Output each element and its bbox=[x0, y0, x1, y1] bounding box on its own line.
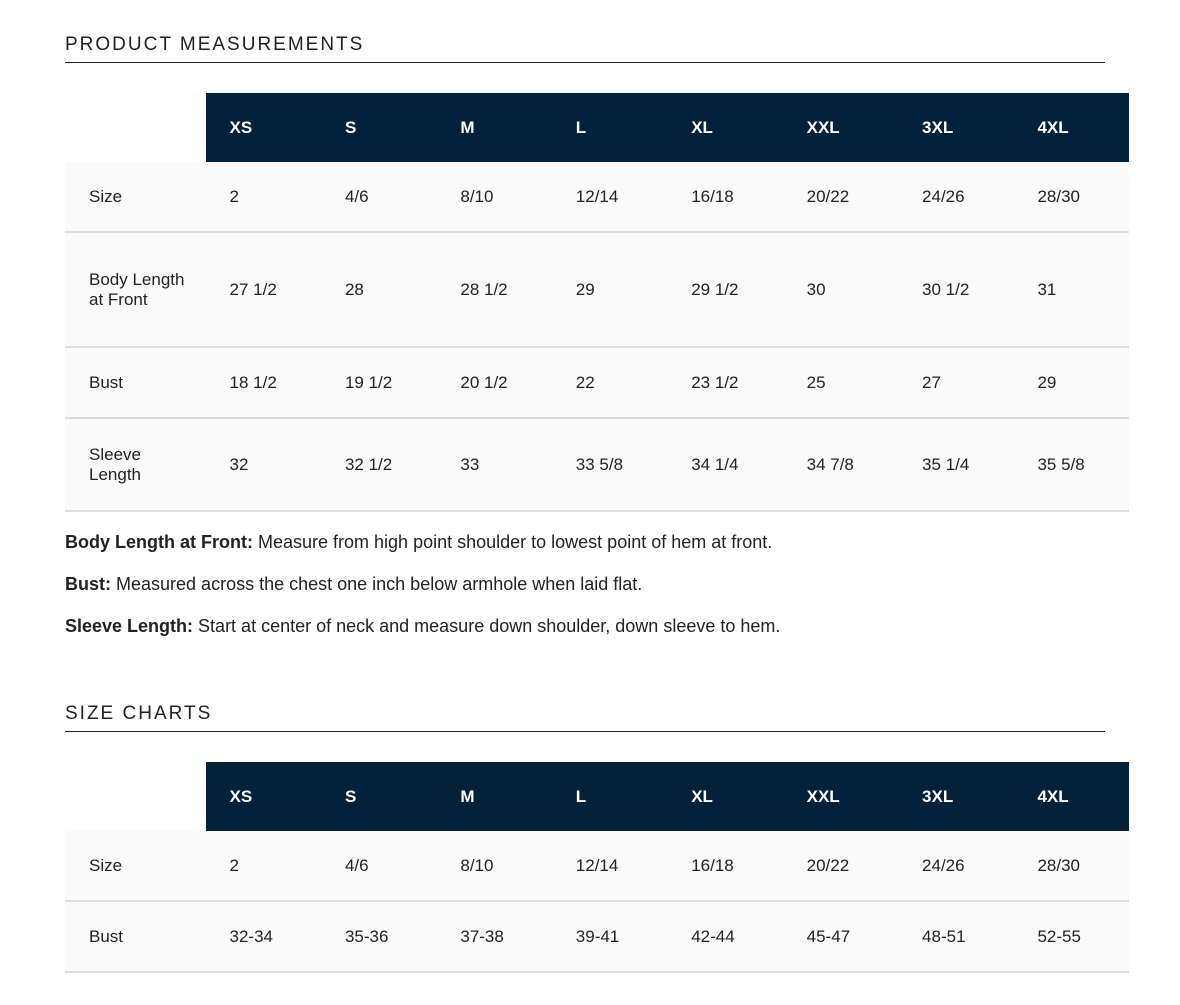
table-row: Sleeve Length 32 32 1/2 33 33 5/8 34 1/4 34 7/… bbox=[65, 418, 1129, 512]
note: Sleeve Length: Start at center of neck a… bbox=[65, 616, 1129, 637]
size-table: XS S M L XL XXL 3XL 4XL Size 2 4/6 8/10 12/14 16/18 20… bbox=[65, 762, 1129, 973]
cell: 20/22 bbox=[782, 162, 899, 233]
cell: 2 bbox=[205, 831, 321, 902]
size-header: M bbox=[436, 93, 552, 162]
note-term: Body Length at Front: bbox=[65, 532, 253, 552]
row-label: Body Length at Front bbox=[65, 232, 206, 348]
cell: 39-41 bbox=[551, 901, 668, 973]
section-title: PRODUCT MEASUREMENTS bbox=[65, 34, 1105, 63]
table-row: Bust 18 1/2 19 1/2 20 1/2 22 23 1/2 25 27 29 bbox=[65, 347, 1129, 419]
size-header: S bbox=[320, 93, 437, 162]
cell: 32 1/2 bbox=[320, 418, 437, 512]
table-row: Body Length at Front 27 1/2 28 28 1/2 29 29 1… bbox=[65, 232, 1129, 348]
cell: 45-47 bbox=[782, 901, 899, 973]
cell: 35-36 bbox=[320, 901, 437, 973]
cell: 32-34 bbox=[205, 901, 321, 973]
size-header: L bbox=[551, 762, 668, 831]
size-header: 4XL bbox=[1013, 93, 1129, 162]
note-text: Start at center of neck and measure down… bbox=[198, 616, 781, 636]
row-label: Bust bbox=[65, 901, 206, 973]
size-header: L bbox=[551, 93, 668, 162]
cell: 52-55 bbox=[1013, 901, 1129, 973]
cell: 24/26 bbox=[898, 831, 1014, 902]
cell: 28/30 bbox=[1013, 162, 1129, 233]
blank-cell bbox=[65, 762, 206, 831]
row-label: Size bbox=[65, 162, 206, 233]
note: Bust: Measured across the chest one inch… bbox=[65, 574, 1129, 595]
row-label: Size bbox=[65, 831, 206, 902]
cell: 8/10 bbox=[436, 162, 552, 233]
cell: 37-38 bbox=[436, 901, 552, 973]
note-term: Bust: bbox=[65, 574, 111, 594]
cell: 48-51 bbox=[898, 901, 1014, 973]
size-header: 3XL bbox=[898, 93, 1014, 162]
cell: 8/10 bbox=[436, 831, 552, 902]
cell: 22 bbox=[551, 347, 668, 419]
cell: 20 1/2 bbox=[436, 347, 552, 419]
blank-cell bbox=[65, 93, 206, 162]
table-row: Size 2 4/6 8/10 12/14 16/18 20/22 24/26 28/30 bbox=[65, 162, 1129, 233]
cell: 29 bbox=[1013, 347, 1129, 419]
size-header: M bbox=[436, 762, 552, 831]
size-header: 3XL bbox=[898, 762, 1014, 831]
cell: 29 1/2 bbox=[667, 232, 783, 348]
header-row: XS S M L XL XXL 3XL 4XL bbox=[65, 762, 1129, 831]
cell: 2 bbox=[205, 162, 321, 233]
note-term: Sleeve Length: bbox=[65, 616, 194, 636]
row-label: Sleeve Length bbox=[65, 418, 206, 512]
cell: 27 bbox=[898, 347, 1014, 419]
size-header: 4XL bbox=[1013, 762, 1129, 831]
cell: 18 1/2 bbox=[205, 347, 321, 419]
cell: 12/14 bbox=[551, 831, 668, 902]
note-text: Measure from high point shoulder to lowe… bbox=[258, 532, 773, 552]
cell: 30 1/2 bbox=[898, 232, 1014, 348]
cell: 23 1/2 bbox=[667, 347, 783, 419]
cell: 25 bbox=[782, 347, 899, 419]
cell: 34 1/4 bbox=[667, 418, 783, 512]
header-row: XS S M L XL XXL 3XL 4XL bbox=[65, 93, 1129, 162]
cell: 28 1/2 bbox=[436, 232, 552, 348]
cell: 20/22 bbox=[782, 831, 899, 902]
cell: 30 bbox=[782, 232, 899, 348]
note: Body Length at Front: Measure from high … bbox=[65, 532, 1129, 553]
cell: 12/14 bbox=[551, 162, 668, 233]
cell: 33 5/8 bbox=[551, 418, 668, 512]
cell: 4/6 bbox=[320, 162, 437, 233]
size-header: S bbox=[320, 762, 437, 831]
size-header: XL bbox=[667, 93, 783, 162]
cell: 31 bbox=[1013, 232, 1129, 348]
size-table: XS S M L XL XXL 3XL 4XL Size 2 4/6 8/10 12/14 16/18 20… bbox=[65, 93, 1129, 512]
cell: 34 7/8 bbox=[782, 418, 899, 512]
size-header: XXL bbox=[782, 762, 899, 831]
measurements-section: PRODUCT MEASUREMENTS XS S M L XL XXL 3XL 4XL Size… bbox=[65, 34, 1129, 658]
size-header: XS bbox=[205, 762, 321, 831]
cell: 16/18 bbox=[667, 831, 783, 902]
notes: Body Length at Front: Measure from high … bbox=[65, 532, 1129, 637]
size-header: XXL bbox=[782, 93, 899, 162]
cell: 4/6 bbox=[320, 831, 437, 902]
cell: 32 bbox=[205, 418, 321, 512]
cell: 33 bbox=[436, 418, 552, 512]
cell: 29 bbox=[551, 232, 668, 348]
table-row: Bust 32-34 35-36 37-38 39-41 42-44 45-47 48-51 5… bbox=[65, 901, 1129, 973]
cell: 28/30 bbox=[1013, 831, 1129, 902]
size-header: XL bbox=[667, 762, 783, 831]
size-header: XS bbox=[205, 93, 321, 162]
section-title: SIZE CHARTS bbox=[65, 703, 1105, 732]
cell: 24/26 bbox=[898, 162, 1014, 233]
cell: 42-44 bbox=[667, 901, 783, 973]
table-row: Size 2 4/6 8/10 12/14 16/18 20/22 24/26 28/30 bbox=[65, 831, 1129, 902]
cell: 19 1/2 bbox=[320, 347, 437, 419]
cell: 16/18 bbox=[667, 162, 783, 233]
cell: 27 1/2 bbox=[205, 232, 321, 348]
size-charts-section: SIZE CHARTS XS S M L XL XXL 3XL 4XL Size 2 4/6 8/10 1… bbox=[65, 703, 1129, 973]
cell: 35 1/4 bbox=[898, 418, 1014, 512]
cell: 35 5/8 bbox=[1013, 418, 1129, 512]
row-label: Bust bbox=[65, 347, 206, 419]
cell: 28 bbox=[320, 232, 437, 348]
note-text: Measured across the chest one inch below… bbox=[116, 574, 643, 594]
